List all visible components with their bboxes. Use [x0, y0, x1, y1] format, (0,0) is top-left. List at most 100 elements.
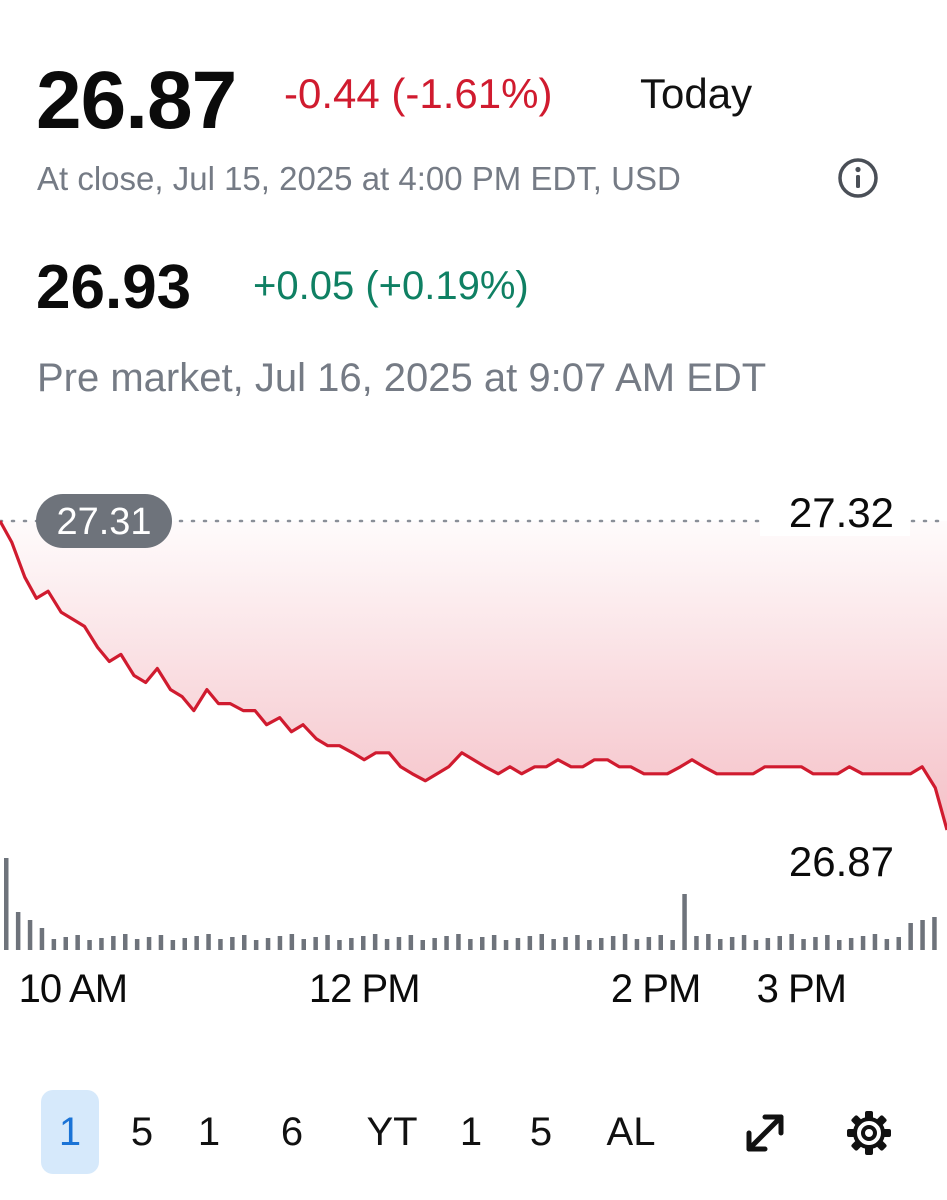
volume-bar — [682, 894, 687, 950]
x-axis-label: 3 PM — [757, 967, 846, 1011]
volume-bar — [134, 939, 140, 950]
volume-bar — [491, 935, 497, 950]
info-icon[interactable] — [836, 156, 880, 200]
volume-bar — [87, 940, 92, 950]
volume-bar — [515, 938, 521, 950]
volume-bar — [813, 937, 818, 950]
volume-bar — [551, 939, 556, 950]
reference-price-label: 27.31 — [56, 501, 151, 543]
volume-bar — [194, 936, 199, 950]
range-button[interactable]: 6 — [280, 1110, 304, 1154]
volume-bar — [51, 939, 57, 950]
volume-bar — [801, 939, 806, 950]
y-axis-label-bg — [760, 484, 910, 536]
volume-bar — [4, 858, 9, 950]
volume-bar — [753, 940, 759, 950]
volume-bar — [765, 938, 771, 950]
volume-bar — [337, 940, 342, 950]
range-button[interactable]: 1 — [197, 1110, 221, 1154]
volume-bar — [706, 934, 711, 950]
volume-bar — [860, 936, 866, 950]
volume-bar — [741, 935, 747, 950]
volume-bar — [218, 939, 223, 950]
price-area-fill — [0, 521, 947, 830]
volume-bar — [599, 938, 604, 950]
volume-bar — [170, 940, 176, 950]
range-button[interactable]: 5 — [529, 1110, 553, 1154]
volume-bar — [694, 936, 699, 950]
volume-bar — [444, 936, 449, 950]
volume-bar — [634, 939, 640, 950]
volume-bar — [206, 934, 211, 950]
close-info: At close, Jul 15, 2025 at 4:00 PM EDT, U… — [37, 160, 681, 197]
volume-bar — [884, 939, 890, 950]
volume-bar — [384, 939, 390, 950]
volume-bar — [718, 939, 723, 950]
range-button[interactable]: 1 — [41, 1090, 99, 1174]
volume-bar — [527, 936, 533, 950]
volume-bar — [277, 936, 283, 950]
price-change-today: -0.44 (-1.61%) — [284, 70, 553, 117]
volume-bar — [468, 939, 473, 950]
volume-bar — [372, 934, 378, 950]
x-axis-label: 2 PM — [611, 967, 700, 1011]
y-axis-label-bg — [760, 836, 910, 888]
price-chart[interactable]: 27.31 27.32 26.87 10 AM 12 PM 2 PM 3 PM — [0, 470, 947, 1030]
x-axis-label: 10 AM — [19, 967, 127, 1011]
volume-bars — [4, 858, 937, 950]
range-button[interactable]: YT — [366, 1110, 418, 1154]
volume-bar — [575, 935, 580, 950]
volume-bar — [729, 937, 735, 950]
volume-bar — [301, 939, 306, 950]
volume-bar — [420, 940, 425, 950]
range-button[interactable]: 5 — [130, 1110, 154, 1154]
volume-bar — [27, 920, 33, 950]
volume-bar — [480, 937, 485, 950]
volume-bar — [242, 935, 247, 950]
volume-bar — [75, 935, 80, 950]
range-button[interactable]: AL — [606, 1110, 656, 1154]
volume-bar — [182, 938, 187, 950]
volume-bar — [111, 936, 116, 950]
x-axis-label: 12 PM — [309, 967, 420, 1011]
volume-bar — [432, 938, 437, 950]
current-price: 26.87 — [36, 55, 237, 146]
volume-bar — [825, 935, 830, 950]
volume-bar — [313, 937, 318, 950]
volume-bar — [789, 934, 794, 950]
volume-bar — [349, 938, 354, 950]
volume-bar — [777, 936, 782, 950]
volume-bar — [837, 940, 842, 950]
volume-bar — [123, 934, 128, 950]
range-button[interactable]: 1 — [459, 1110, 483, 1154]
expand-icon[interactable] — [740, 1108, 790, 1158]
range-selector: 1 5 1 6 YT 1 5 AL — [0, 1086, 947, 1178]
period-label: Today — [640, 70, 753, 117]
volume-bar — [563, 937, 568, 950]
volume-bar — [896, 937, 901, 950]
volume-bar — [99, 938, 104, 950]
volume-bar — [646, 937, 652, 950]
volume-bar — [63, 937, 68, 950]
volume-bar — [253, 940, 259, 950]
volume-bar — [610, 936, 616, 950]
volume-bar — [361, 936, 366, 950]
price-line — [0, 520, 947, 831]
premarket-info: Pre market, Jul 16, 2025 at 9:07 AM EDT — [37, 356, 767, 400]
volume-bar — [658, 935, 663, 950]
volume-bar — [622, 934, 628, 950]
volume-bar — [146, 937, 152, 950]
volume-bar — [587, 940, 592, 950]
volume-bar — [158, 935, 164, 950]
volume-bar — [670, 940, 675, 950]
volume-bar — [848, 938, 854, 950]
y-axis-label: 27.32 — [789, 489, 894, 536]
volume-bar — [15, 912, 21, 950]
volume-bar — [503, 940, 509, 950]
volume-bar — [396, 937, 402, 950]
volume-bar — [456, 934, 461, 950]
gear-icon[interactable] — [844, 1108, 894, 1158]
volume-bar — [920, 920, 925, 950]
reference-price-pill: 27.31 — [36, 494, 172, 549]
volume-bar — [325, 935, 330, 950]
